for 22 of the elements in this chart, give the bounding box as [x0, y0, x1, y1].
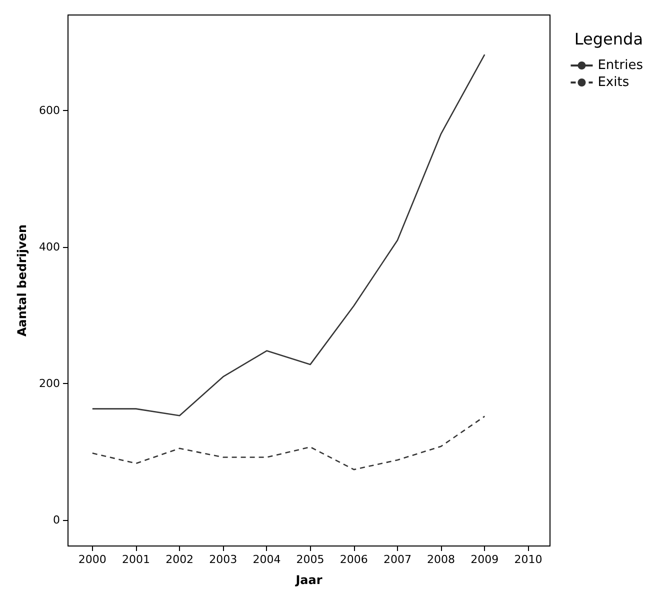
- legend-label: Entries: [598, 58, 644, 73]
- x-tick-label: 2002: [166, 553, 194, 566]
- line-series: [92, 416, 486, 470]
- y-tick-label: 600: [39, 104, 60, 118]
- legend-title: Legenda: [574, 30, 643, 48]
- x-tick-label: 2001: [122, 553, 150, 566]
- x-tick-label: 2007: [383, 553, 412, 566]
- line-series: [92, 54, 486, 416]
- y-axis-title: Aantal bedrijven: [15, 224, 30, 337]
- legend-label: Exits: [598, 75, 630, 90]
- x-tick-label: 2000: [78, 553, 106, 566]
- y-tick-label: 200: [39, 377, 60, 390]
- x-tick-label: 2008: [427, 553, 456, 566]
- x-axis-title: Jaar: [294, 573, 322, 587]
- x-tick-label: 2010: [514, 553, 542, 566]
- x-tick-label: 2003: [209, 553, 238, 566]
- x-tick-label: 2006: [340, 553, 368, 566]
- x-tick-label: 2005: [296, 553, 324, 566]
- y-tick-label: 400: [39, 240, 60, 254]
- x-tick-label: 2004: [252, 553, 281, 566]
- x-tick-label: 2009: [470, 553, 499, 566]
- y-tick-label: 0: [53, 514, 60, 527]
